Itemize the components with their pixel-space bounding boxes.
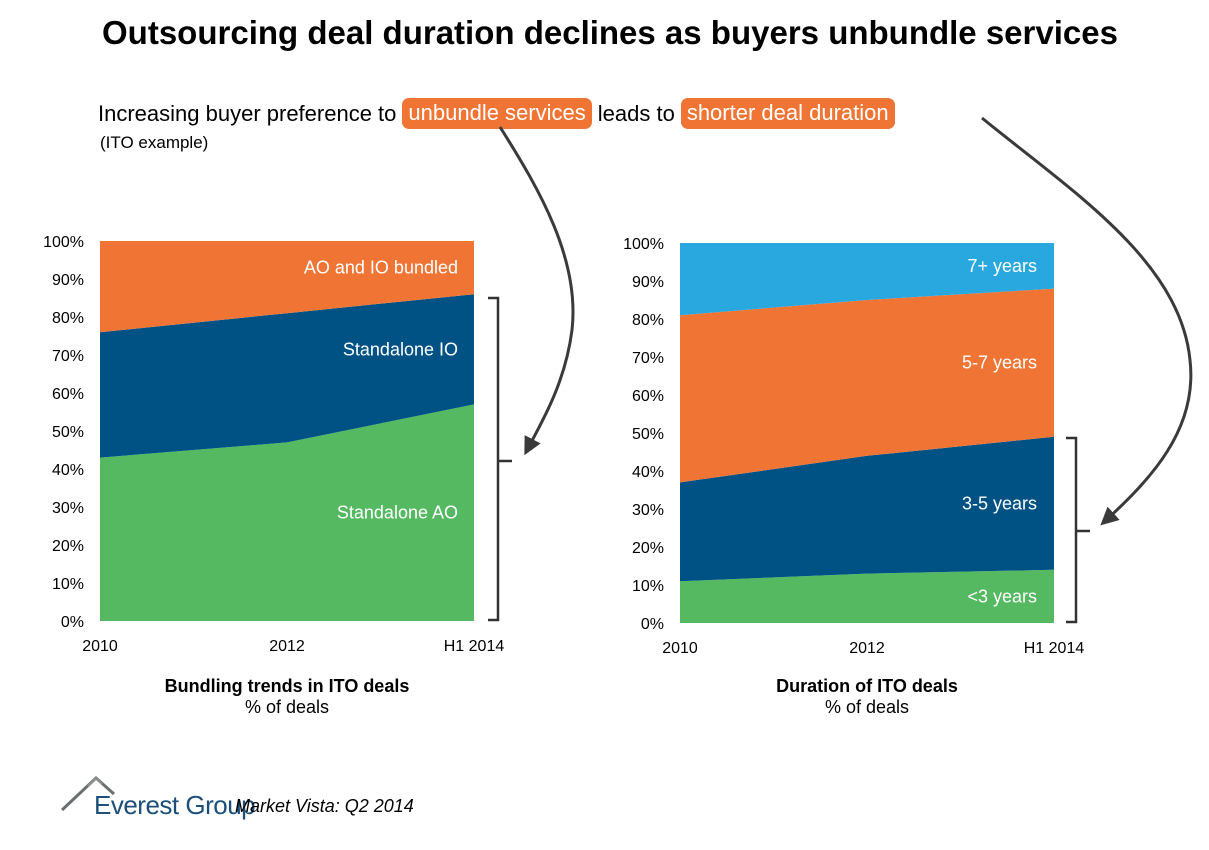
y-tick-label: 50%	[632, 426, 664, 443]
y-tick-label: 50%	[52, 424, 84, 441]
y-tick-label: 0%	[641, 616, 664, 633]
right-chart-subtitle: % of deals	[824, 697, 910, 717]
area-3-years	[680, 569, 1054, 623]
right-chart-caption: Duration of ITO deals % of deals	[680, 676, 1054, 718]
area-standalone-io	[100, 294, 474, 458]
y-tick-label: 90%	[632, 274, 664, 291]
series-label-standalone-io: Standalone IO	[343, 339, 458, 359]
y-tick-label: 30%	[632, 502, 664, 519]
y-tick-label: 10%	[632, 578, 664, 595]
x-tick-label: 2012	[269, 638, 305, 655]
everest-group-logo: Everest Group Market Vista: Q2 2014	[58, 772, 458, 832]
headline-part-2: leads to	[597, 100, 675, 126]
y-tick-label: 40%	[632, 464, 664, 481]
area-ao-and-io-bundled	[100, 241, 474, 333]
arrow-unbundle-to-left-chart	[498, 126, 575, 456]
ito-example-note: (ITO example)	[100, 133, 209, 152]
highlight-shorter-deal-duration: shorter deal duration	[680, 98, 895, 129]
left-chart-subtitle: % of deals	[244, 697, 330, 717]
y-tick-label: 70%	[632, 350, 664, 367]
x-tick-label: 2010	[662, 640, 698, 657]
y-tick-label: 40%	[52, 462, 84, 479]
mountain-icon	[60, 775, 115, 812]
y-tick-label: 10%	[52, 576, 84, 593]
headline-statement: Increasing buyer preference to unbundle …	[98, 98, 895, 129]
right-chart-title: Duration of ITO deals	[776, 676, 958, 696]
series-label-ao-and-io-bundled: AO and IO bundled	[304, 258, 458, 278]
arrow-duration-to-right-chart	[981, 116, 1193, 526]
y-tick-label: 100%	[623, 236, 664, 253]
headline-part-1: Increasing buyer preference to	[98, 100, 397, 126]
y-tick-label: 30%	[52, 500, 84, 517]
y-tick-label: 80%	[52, 310, 84, 327]
x-tick-label: 2010	[82, 638, 118, 655]
y-tick-label: 100%	[43, 234, 84, 251]
series-label-7-years: 7+ years	[967, 256, 1037, 276]
brand-name: Everest Group	[94, 790, 256, 820]
series-label-standalone-ao: Standalone AO	[337, 503, 458, 523]
x-tick-label: 2012	[849, 640, 885, 657]
y-tick-label: 20%	[52, 538, 84, 555]
duration-chart: <3 years 3-5 years 5-7 years 7+ years 0% 10% 2…	[623, 236, 1084, 657]
y-tick-label: 0%	[61, 614, 84, 631]
y-tick-label: 70%	[52, 348, 84, 365]
area-5-7-years	[680, 288, 1054, 483]
y-tick-label: 20%	[632, 540, 664, 557]
bracket-left-chart	[488, 296, 512, 622]
area-standalone-ao	[100, 404, 474, 621]
x-tick-label: H1 2014	[444, 638, 505, 655]
x-tick-label: H1 2014	[1024, 640, 1085, 657]
y-tick-label: 80%	[632, 312, 664, 329]
bundling-chart: Standalone AO Standalone IO AO and IO bund…	[43, 234, 504, 655]
page-title: Outsourcing deal duration declines as bu…	[102, 14, 1118, 51]
bracket-right-chart	[1066, 436, 1090, 624]
y-tick-label: 60%	[52, 386, 84, 403]
series-label-3-years: <3 years	[967, 586, 1037, 606]
highlight-unbundle-services: unbundle services	[402, 98, 592, 129]
y-tick-label: 60%	[632, 388, 664, 405]
left-chart-caption: Bundling trends in ITO deals % of deals	[100, 676, 474, 718]
series-label-5-7-years: 5-7 years	[962, 353, 1037, 373]
area-7-years	[680, 243, 1054, 316]
brand-tagline: Market Vista: Q2 2014	[235, 796, 414, 816]
series-label-3-5-years: 3-5 years	[962, 493, 1037, 513]
area-3-5-years	[680, 436, 1054, 582]
y-tick-label: 90%	[52, 272, 84, 289]
left-chart-title: Bundling trends in ITO deals	[164, 676, 410, 696]
